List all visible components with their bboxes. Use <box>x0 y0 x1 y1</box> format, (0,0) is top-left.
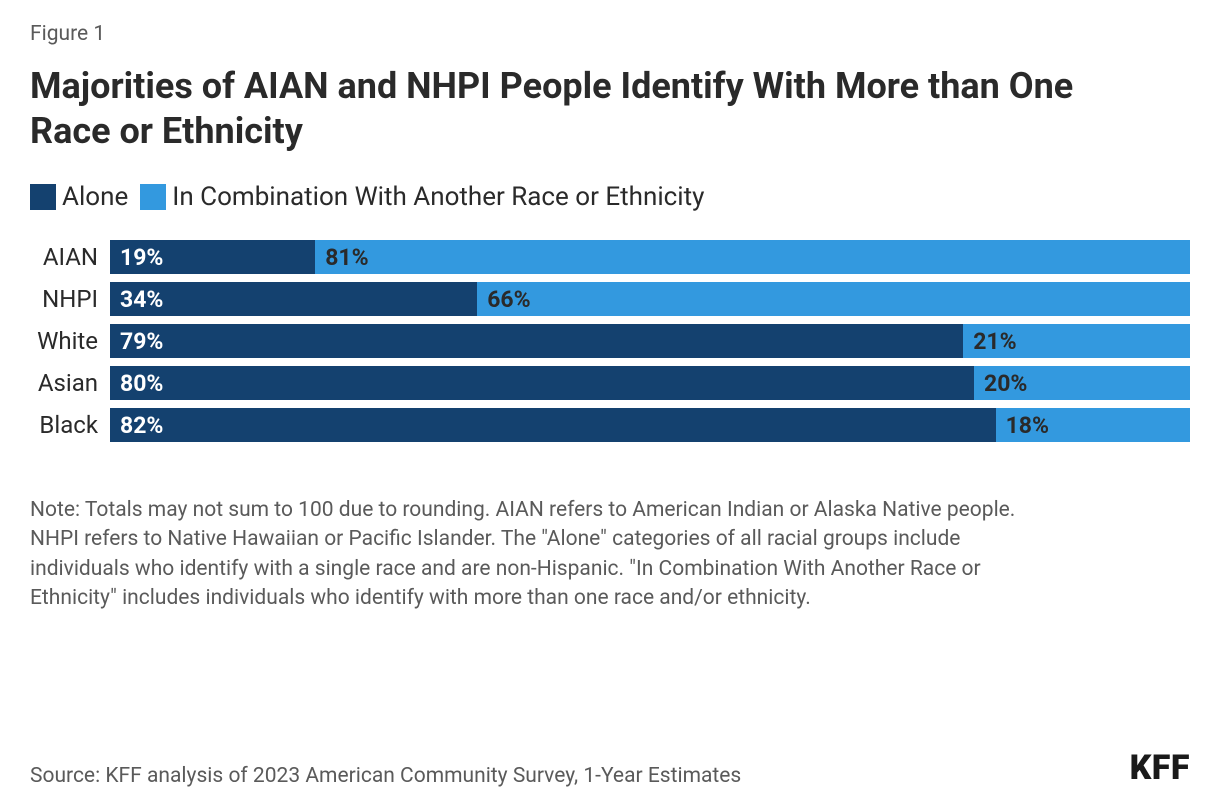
bar-segment-combo: 21% <box>963 324 1190 358</box>
chart-row: NHPI34%66% <box>30 278 1190 320</box>
bar-track: 19%81% <box>110 240 1190 274</box>
chart-row: Asian80%20% <box>30 362 1190 404</box>
legend-item-alone: Alone <box>30 182 128 212</box>
bar-segment-combo: 66% <box>477 282 1190 316</box>
legend-label-combo: In Combination With Another Race or Ethn… <box>172 182 704 212</box>
chart-title: Majorities of AIAN and NHPI People Ident… <box>30 64 1130 154</box>
bar-segment-alone: 19% <box>110 240 315 274</box>
chart-row: White79%21% <box>30 320 1190 362</box>
bar-segment-combo: 81% <box>315 240 1190 274</box>
legend: Alone In Combination With Another Race o… <box>30 182 1190 212</box>
source-row: Source: KFF analysis of 2023 American Co… <box>30 748 1190 788</box>
category-label: AIAN <box>30 243 110 271</box>
category-label: Black <box>30 411 110 439</box>
bar-chart: AIAN19%81%NHPI34%66%White79%21%Asian80%2… <box>30 236 1190 446</box>
chart-row: AIAN19%81% <box>30 236 1190 278</box>
bar-track: 80%20% <box>110 366 1190 400</box>
bar-segment-combo: 18% <box>996 408 1190 442</box>
legend-label-alone: Alone <box>62 182 128 212</box>
category-label: NHPI <box>30 285 110 313</box>
category-label: Asian <box>30 369 110 397</box>
chart-source: Source: KFF analysis of 2023 American Co… <box>30 764 741 788</box>
bar-segment-alone: 80% <box>110 366 974 400</box>
kff-logo: KFF <box>1130 748 1190 788</box>
legend-swatch-combo <box>140 184 166 210</box>
category-label: White <box>30 327 110 355</box>
bar-track: 82%18% <box>110 408 1190 442</box>
legend-item-combo: In Combination With Another Race or Ethn… <box>140 182 704 212</box>
bar-track: 79%21% <box>110 324 1190 358</box>
figure-label: Figure 1 <box>30 22 1190 46</box>
bar-segment-alone: 34% <box>110 282 477 316</box>
figure-container: Figure 1 Majorities of AIAN and NHPI Peo… <box>0 0 1220 810</box>
bar-segment-alone: 82% <box>110 408 996 442</box>
bar-segment-alone: 79% <box>110 324 963 358</box>
bar-segment-combo: 20% <box>974 366 1190 400</box>
legend-swatch-alone <box>30 184 56 210</box>
chart-note: Note: Totals may not sum to 100 due to r… <box>30 496 1050 614</box>
bar-track: 34%66% <box>110 282 1190 316</box>
chart-row: Black82%18% <box>30 404 1190 446</box>
